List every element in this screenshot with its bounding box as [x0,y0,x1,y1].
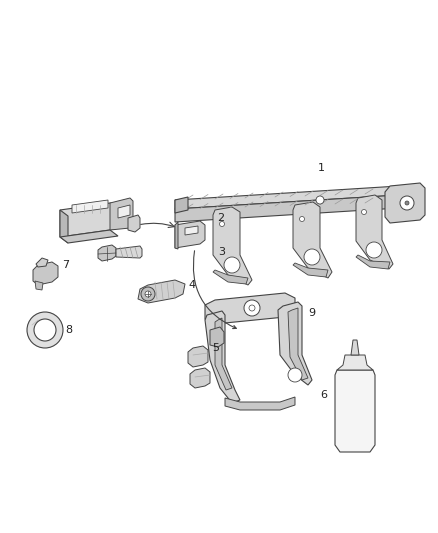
Text: 4: 4 [188,280,195,290]
Polygon shape [335,370,375,452]
FancyArrowPatch shape [193,251,237,328]
Polygon shape [60,203,130,237]
Polygon shape [175,194,415,222]
Text: 3: 3 [218,247,225,257]
Text: 6: 6 [320,390,327,400]
Circle shape [361,209,367,214]
Polygon shape [138,280,185,303]
Circle shape [141,287,155,301]
Polygon shape [213,270,248,284]
Polygon shape [72,200,108,213]
Polygon shape [288,308,308,380]
Text: 5: 5 [212,343,219,353]
Polygon shape [293,263,328,277]
Polygon shape [337,355,373,370]
Circle shape [145,291,151,297]
Circle shape [316,196,324,204]
Polygon shape [210,327,224,347]
Polygon shape [188,346,208,367]
Polygon shape [60,230,118,243]
Polygon shape [36,258,48,267]
Circle shape [244,300,260,316]
Polygon shape [33,262,58,285]
Polygon shape [385,183,425,223]
Circle shape [219,222,225,227]
Text: 2: 2 [217,213,224,223]
Polygon shape [128,215,140,232]
Polygon shape [118,205,130,218]
Polygon shape [356,255,390,269]
Circle shape [224,257,240,273]
Text: 8: 8 [65,325,72,335]
Polygon shape [215,318,232,390]
Polygon shape [293,202,332,278]
Text: 1: 1 [318,163,325,173]
Circle shape [27,312,63,348]
Polygon shape [205,293,295,324]
Polygon shape [35,281,43,290]
Polygon shape [213,207,252,285]
Circle shape [288,368,302,382]
Circle shape [400,196,414,210]
Polygon shape [356,195,393,269]
Circle shape [366,242,382,258]
Polygon shape [110,198,133,230]
Text: 7: 7 [62,260,69,270]
Polygon shape [351,340,359,355]
Polygon shape [116,246,142,258]
Polygon shape [98,245,116,261]
Polygon shape [278,302,312,385]
Polygon shape [175,221,205,248]
Polygon shape [60,210,68,243]
Polygon shape [225,397,295,410]
Circle shape [249,305,255,311]
Polygon shape [185,226,198,235]
Circle shape [304,249,320,265]
Polygon shape [175,197,188,213]
Text: 9: 9 [308,308,315,318]
Circle shape [300,216,304,222]
Polygon shape [175,222,178,249]
Polygon shape [205,311,240,403]
Polygon shape [190,368,210,388]
Circle shape [405,201,409,205]
Circle shape [34,319,56,341]
Polygon shape [175,185,415,209]
